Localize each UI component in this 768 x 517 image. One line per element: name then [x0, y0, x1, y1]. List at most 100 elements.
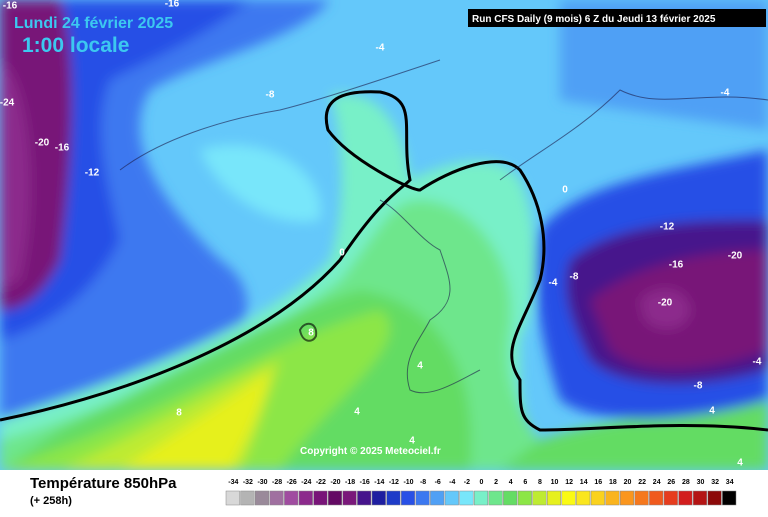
contour-label: -16	[55, 143, 70, 154]
scale-label: 0	[480, 479, 484, 486]
scale-label: 28	[682, 479, 690, 486]
scale-swatch	[473, 490, 489, 506]
contour-label: 4	[409, 436, 415, 447]
scale-label: 10	[551, 479, 559, 486]
run-box	[468, 9, 766, 27]
scale-label: 2	[494, 479, 498, 486]
scale-swatch	[722, 490, 737, 506]
coastlines	[119, 59, 768, 394]
contour-label: -12	[660, 222, 675, 233]
scale-swatch	[357, 490, 372, 506]
contour-label: -12	[85, 168, 100, 179]
scale-label: -10	[403, 479, 413, 486]
scale-swatch	[692, 490, 708, 506]
date-label: Lundi 24 février 2025	[14, 15, 173, 32]
scale-swatch	[532, 490, 547, 506]
scale-label: 32	[711, 479, 719, 486]
contour-label: -8	[266, 90, 275, 101]
scale-label: 4	[509, 479, 513, 486]
scale-label: 30	[697, 479, 705, 486]
scale-label: 14	[580, 479, 588, 486]
legend-lead: (+ 258h)	[30, 495, 72, 507]
scale-swatch	[619, 490, 635, 506]
scale-swatch	[576, 490, 591, 506]
time-label: 1:00 locale	[22, 34, 129, 57]
scale-swatch	[269, 490, 284, 506]
run-label: Run CFS Daily (9 mois) 6 Z du Jeudi 13 f…	[472, 14, 716, 25]
scale-swatch	[503, 490, 518, 506]
scale-label: -28	[272, 479, 282, 486]
scale-swatch	[327, 490, 343, 506]
zero-contour	[0, 90, 768, 432]
contour-label: -4	[753, 357, 762, 368]
scale-swatch	[634, 490, 649, 506]
scale-swatch	[678, 490, 693, 506]
scale-swatch	[371, 490, 386, 506]
scale-swatch	[546, 490, 562, 506]
contour-label: 4	[737, 458, 743, 469]
contour-label: -20	[658, 298, 673, 309]
legend-title: Température 850hPa	[30, 475, 177, 492]
scale-label: -22	[316, 479, 326, 486]
scale-label: -12	[389, 479, 399, 486]
contour-label: -4	[549, 278, 558, 289]
scale-label: 8	[538, 479, 542, 486]
contour-labels: -16 -16 -24 -20 -16 -12 -8 -4 -4 0 0 -12 -16 -20 -20 -8…	[0, 0, 762, 469]
scale-swatch	[707, 490, 722, 506]
scale-swatch	[561, 490, 576, 506]
contour-label: -16	[165, 0, 180, 10]
contour-label: 4	[417, 361, 423, 372]
scale-label: 16	[594, 479, 602, 486]
scale-label: -32	[243, 479, 253, 486]
scale-label: -2	[464, 479, 470, 486]
scale-label: -30	[257, 479, 267, 486]
contour-label: -8	[570, 272, 579, 283]
scale-label: -24	[301, 479, 311, 486]
scale-swatch	[459, 490, 474, 506]
scale-label: 34	[726, 479, 734, 486]
scale-label: 6	[523, 479, 527, 486]
scale-swatch	[254, 490, 270, 506]
scale-swatch	[605, 490, 620, 506]
scale-label: -34	[228, 479, 238, 486]
scale-label: -8	[420, 479, 426, 486]
scale-swatch	[284, 490, 299, 506]
scale-swatch	[415, 490, 430, 506]
contour-label: 8	[176, 408, 182, 419]
scale-label: 26	[667, 479, 675, 486]
scale-swatch	[342, 490, 357, 506]
contour-label: 8	[308, 328, 314, 339]
scale-swatch	[225, 490, 240, 506]
copyright: Copyright © 2025 Meteociel.fr	[300, 446, 441, 457]
contour-label: -20	[728, 251, 743, 262]
scale-label: 20	[624, 479, 632, 486]
scale-swatch	[444, 490, 459, 506]
color-scale: -34 -32 -30 -28 -26 -24 -22 -20 -18 -16 -14 -12 -10-…	[225, 479, 737, 506]
scale-swatch	[488, 490, 503, 506]
scale-swatch	[400, 490, 416, 506]
contour-label: -8	[694, 381, 703, 392]
scale-label: 12	[565, 479, 573, 486]
scale-label: -6	[435, 479, 441, 486]
contour-label: 0	[339, 248, 345, 259]
scale-label: 24	[653, 479, 661, 486]
scale-swatch	[298, 490, 313, 506]
scale-swatch	[517, 490, 532, 506]
scale-swatch	[430, 490, 445, 506]
contour-label: -16	[669, 260, 684, 271]
scale-label: -18	[345, 479, 355, 486]
scale-label: 22	[638, 479, 646, 486]
contour-label: -4	[721, 88, 730, 99]
scale-label: -4	[449, 479, 455, 486]
contour-label: 4	[354, 407, 360, 418]
scale-label: -26	[287, 479, 297, 486]
temperature-field	[0, 0, 768, 470]
contour-label: 0	[562, 185, 568, 196]
scale-label: -16	[360, 479, 370, 486]
scale-swatch	[649, 490, 664, 506]
scale-swatch	[240, 490, 255, 506]
scale-label: -14	[374, 479, 384, 486]
contour-label: -24	[0, 98, 15, 109]
